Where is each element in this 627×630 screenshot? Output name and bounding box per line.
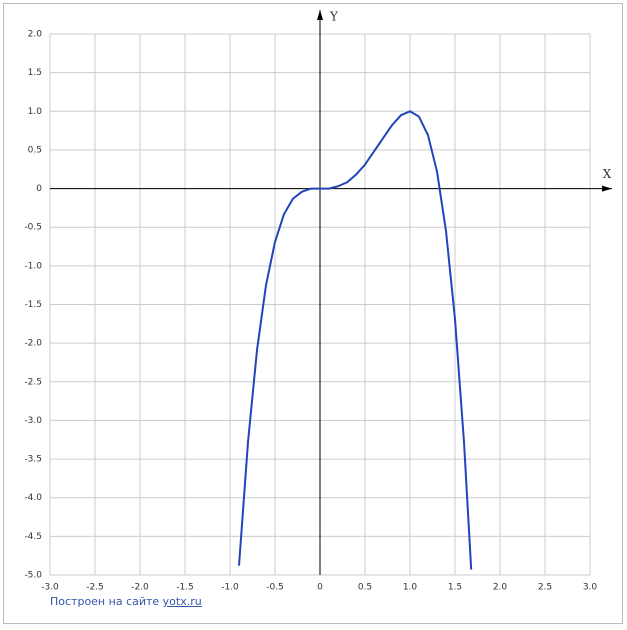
- y-tick-label: 1.5: [28, 68, 42, 78]
- x-tick-label: -1.0: [221, 583, 239, 593]
- x-axis-label: X: [603, 167, 612, 181]
- y-tick-label: -5.0: [24, 571, 42, 581]
- y-tick-label: -3.0: [24, 416, 42, 426]
- y-tick-label: -2.0: [24, 339, 42, 349]
- x-tick-label: 2.5: [538, 583, 552, 593]
- x-tick-label: 3.0: [583, 583, 598, 593]
- x-tick-label: 1.0: [403, 583, 418, 593]
- x-tick-label: 2.0: [493, 583, 508, 593]
- curve: [238, 110, 473, 570]
- x-tick-label: 0.5: [358, 583, 372, 593]
- y-tick-label: 0: [36, 184, 42, 194]
- x-tick-label: -3.0: [41, 583, 59, 593]
- y-tick-label: -0.5: [24, 223, 42, 233]
- y-tick-label: -1.5: [24, 300, 42, 310]
- y-tick-label: -2.5: [24, 377, 42, 387]
- border: [3, 3, 623, 624]
- x-tick-label: -0.5: [266, 583, 284, 593]
- y-tick-label: -3.5: [24, 455, 42, 465]
- y-tick-label: -1.0: [24, 261, 42, 271]
- y-tick-label: -4.0: [24, 493, 42, 503]
- y-axis-label: Y: [329, 10, 339, 24]
- footer: Построен на сайте yotx.ru: [50, 595, 202, 608]
- y-tick-label: -4.5: [24, 532, 42, 542]
- y-tick-label: 0.5: [28, 145, 42, 155]
- footer-link[interactable]: yotx.ru: [162, 595, 202, 608]
- y-tick-label: 1.0: [28, 107, 43, 117]
- x-tick-label: -2.0: [131, 583, 149, 593]
- footer-text: Построен на сайте: [50, 595, 160, 608]
- y-tick-label: 2.0: [28, 30, 43, 40]
- x-tick-label: 1.5: [448, 583, 462, 593]
- x-arrow: [602, 185, 612, 192]
- y-arrow: [317, 10, 323, 20]
- x-tick-label: -2.5: [86, 583, 104, 593]
- x-tick-label: 0: [317, 583, 323, 593]
- x-tick-label: -1.5: [176, 583, 194, 593]
